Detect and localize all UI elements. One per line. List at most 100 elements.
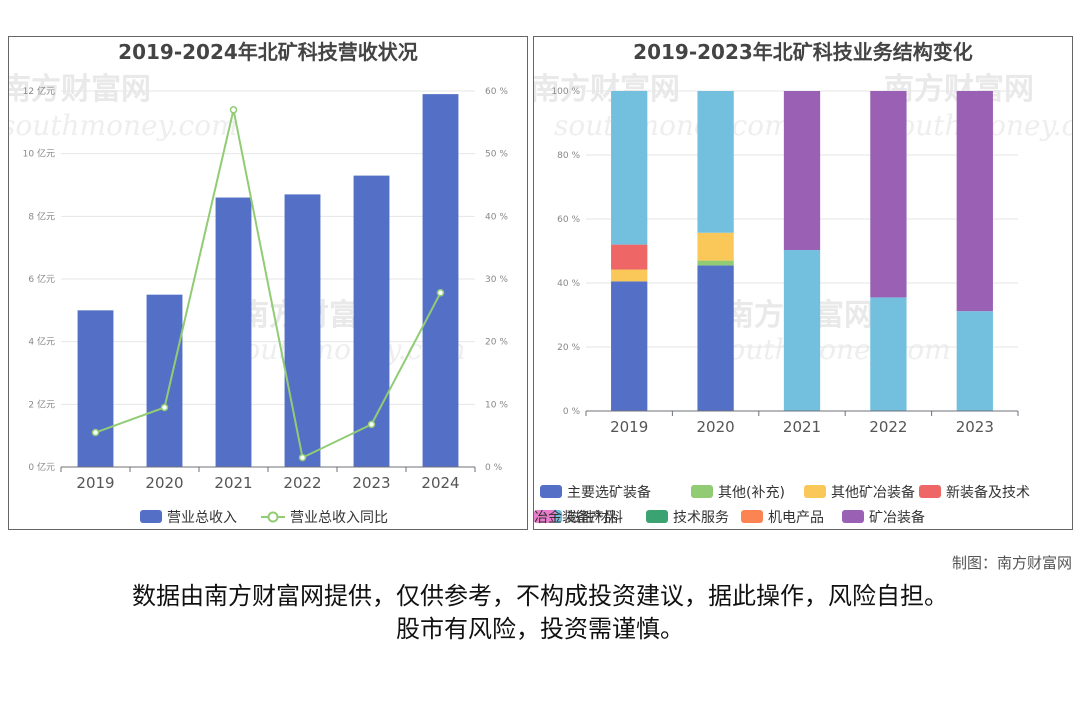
x-tick-label: 2023 — [956, 418, 994, 436]
business-structure-chart-panel: 南方财富网 southmoney.com 南方财富网 southmoney.co… — [533, 36, 1073, 530]
line-series — [91, 106, 445, 462]
legend-label: 新装备及技术 — [946, 484, 1030, 501]
legend-label: 机电产品 — [768, 510, 824, 526]
watermark-brand: 南方财富网 — [534, 72, 680, 107]
watermark-site: southmoney.com — [9, 109, 238, 142]
axes: 0 亿元 2 亿元 4 亿元 6 亿元 8 亿元 10 亿元 12 亿元 0 % 10 % 20 … — [23, 85, 509, 492]
legend-swatch — [691, 485, 713, 498]
chart-credit: 制图：南方财富网 — [951, 554, 1072, 572]
legend-label: 技术服务 — [673, 510, 729, 526]
stack-segment — [697, 265, 734, 411]
legend-line-marker — [267, 511, 279, 523]
stacked-bars — [611, 91, 993, 411]
x-tick-label: 2022 — [869, 418, 907, 436]
revenue-bar — [284, 194, 321, 467]
watermark-brand: 南方财富网 — [9, 72, 151, 107]
x-tick-label: 2022 — [283, 474, 321, 492]
y-tick-label-left: 10 亿元 — [23, 148, 55, 160]
y-tick-label: 100 % — [551, 87, 580, 97]
y-tick-label: 0 % — [563, 407, 581, 417]
x-tick-label: 2024 — [421, 474, 459, 492]
legend-bar-label: 营业总收入 — [167, 510, 237, 526]
y-tick-label: 20 % — [557, 343, 580, 353]
y-tick-label-left: 6 亿元 — [28, 273, 55, 285]
y-tick-label-right: 40 % — [485, 212, 508, 222]
legend-bar-swatch — [140, 510, 162, 523]
y-tick-label-right: 60 % — [485, 87, 508, 97]
stack-segment — [783, 250, 821, 411]
disclaimer-line: 数据由南方财富网提供，仅供参考，不构成投资建议，据此操作，风险自担。 — [132, 582, 948, 610]
legend-swatch — [540, 485, 562, 498]
legend-label: 其他(补充) — [718, 485, 785, 501]
watermark-site: southmoney.com — [714, 333, 951, 366]
y-tick-label: 80 % — [557, 151, 580, 161]
y-tick-label-right: 30 % — [485, 275, 508, 285]
revenue-chart-panel: 南方财富网 southmoney.com 南方财富网 southmoney.co… — [8, 36, 528, 530]
legend-label: 主要选矿装备 — [567, 484, 651, 501]
legend-label: 其他矿冶装备 — [831, 484, 915, 501]
revenue-bar — [146, 294, 183, 467]
yoy-line — [95, 109, 442, 460]
revenue-bar — [353, 175, 390, 467]
revenue-bar — [422, 94, 459, 467]
stack-segment — [611, 281, 648, 411]
y-tick-label-right: 50 % — [485, 150, 508, 160]
business-structure-chart: 南方财富网 southmoney.com 南方财富网 southmoney.co… — [534, 40, 1072, 526]
y-tick-label-right: 20 % — [485, 338, 508, 348]
x-tick-label: 2019 — [610, 418, 648, 436]
yoy-point — [229, 106, 238, 114]
x-tick-label: 2020 — [145, 474, 183, 492]
legend-swatch — [842, 510, 864, 523]
yoy-point — [436, 289, 445, 297]
chart-title: 2019-2024年北矿科技营收状况 — [118, 40, 418, 64]
watermark-site: southmoney.com — [554, 109, 791, 142]
x-tick-label: 2019 — [76, 474, 114, 492]
revenue-chart: 南方财富网 southmoney.com 南方财富网 southmoney.co… — [9, 40, 509, 526]
stack-segment — [956, 91, 993, 312]
yoy-point — [298, 453, 307, 462]
legend-label: 冶金装备产品 — [534, 509, 618, 526]
legend-swatch — [534, 510, 556, 523]
y-tick-label: 60 % — [557, 215, 580, 225]
legend-swatch — [919, 485, 941, 498]
x-tick-label: 2021 — [783, 418, 821, 436]
yoy-point — [160, 403, 169, 412]
legend-swatch — [646, 510, 668, 523]
chart-title: 2019-2023年北矿科技业务结构变化 — [633, 40, 973, 64]
x-tick-label: 2023 — [352, 474, 390, 492]
y-tick-label: 40 % — [557, 279, 580, 289]
legend-label: 磁性材料 — [567, 510, 623, 526]
legend: 营业总收入 营业总收入同比 — [140, 510, 388, 526]
y-tick-label-right: 0 % — [485, 463, 503, 473]
x-tick-label: 2020 — [697, 418, 735, 436]
legend-swatch — [741, 510, 763, 523]
disclaimer: 数据由南方财富网提供，仅供参考，不构成投资建议，据此操作，风险自担。 股市有风险… — [0, 580, 1080, 646]
stack-segment — [956, 311, 993, 411]
revenue-bar — [77, 310, 114, 467]
legend-swatch — [804, 485, 826, 498]
disclaimer-line: 股市有风险，投资需谨慎。 — [396, 615, 684, 643]
stack-segment — [611, 91, 648, 245]
revenue-bar — [215, 197, 252, 468]
bar-series — [77, 94, 459, 468]
legend-label: 矿冶装备 — [869, 509, 925, 526]
stack-segment — [870, 297, 907, 411]
stack-segment — [611, 244, 648, 270]
y-tick-label-left: 0 亿元 — [28, 461, 55, 473]
x-tick-label: 2021 — [214, 474, 252, 492]
y-tick-label-left: 12 亿元 — [23, 85, 55, 97]
stack-segment — [697, 260, 734, 266]
y-tick-label-left: 8 亿元 — [28, 210, 55, 222]
legend-line-label: 营业总收入同比 — [290, 510, 388, 526]
y-tick-label-left: 2 亿元 — [28, 398, 55, 410]
stack-segment — [697, 91, 734, 233]
y-tick-label-right: 10 % — [485, 400, 508, 410]
yoy-point — [367, 420, 376, 429]
y-tick-label-left: 4 亿元 — [28, 336, 55, 348]
stack-segment — [697, 232, 734, 261]
yoy-point — [91, 428, 100, 437]
axes: 0 % 20 % 40 % 60 % 80 % 100 % 2019 2020 2021 2022… — [551, 87, 1019, 436]
stack-segment — [611, 269, 648, 282]
stack-segment — [870, 91, 907, 298]
